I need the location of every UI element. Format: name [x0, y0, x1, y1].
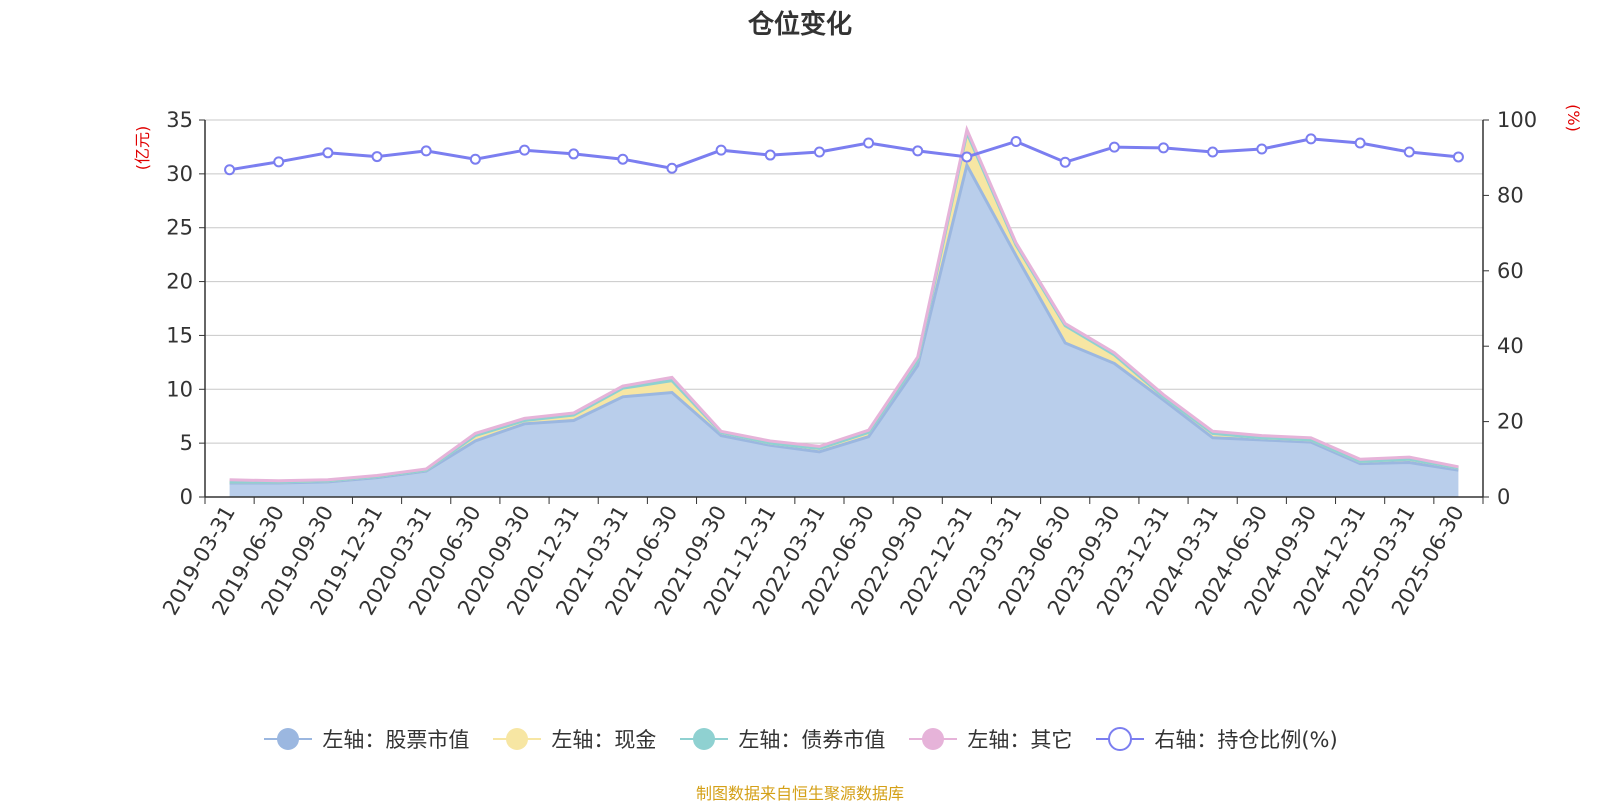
- left-axis-tick-label: 0: [180, 485, 193, 509]
- axes: 051015202530350204060801002019-03-312019…: [158, 108, 1537, 619]
- ratio-point: [863, 137, 875, 149]
- left-axis-tick-label: 30: [166, 162, 193, 186]
- legend-item-cash[interactable]: 左轴：现金: [491, 724, 656, 754]
- chart-legend: 左轴：股票市值 左轴：现金 左轴：债券市值 左轴：其它 右轴：持仓比例(%): [0, 722, 1600, 756]
- right-axis-tick-label: 80: [1497, 183, 1524, 207]
- right-axis-unit-label: (%): [1564, 104, 1583, 132]
- ratio-point: [666, 162, 678, 174]
- ratio-point: [1354, 137, 1366, 149]
- ratio-point: [224, 164, 236, 176]
- left-axis-tick-label: 5: [180, 431, 193, 455]
- ratio-point: [1256, 143, 1268, 155]
- ratio-point: [273, 156, 285, 168]
- area-edge-左轴：其它: [229, 124, 1459, 483]
- ratio-line: [224, 133, 1464, 176]
- ratio-point: [1059, 156, 1071, 168]
- ratio-point: [912, 145, 924, 157]
- ratio-point: [469, 153, 481, 165]
- ratio-point: [371, 151, 383, 163]
- stacked-areas: [229, 124, 1459, 497]
- data-source-note: 制图数据来自恒生聚源数据库: [695, 784, 904, 803]
- area-左轴：债券市值: [229, 132, 1459, 482]
- right-axis-tick-label: 20: [1497, 410, 1524, 434]
- ratio-point: [1158, 142, 1169, 154]
- left-axis-tick-label: 20: [166, 270, 193, 294]
- ratio-line-path: [229, 137, 1459, 172]
- right-axis-tick-label: 100: [1497, 108, 1537, 132]
- right-axis-tick-label: 40: [1497, 334, 1524, 358]
- ratio-point: [1305, 133, 1317, 145]
- ratio-point: [420, 145, 432, 157]
- legend-item-other[interactable]: 左轴：其它: [907, 724, 1072, 754]
- area-左轴：股票市值: [229, 165, 1459, 497]
- legend-marker-cash: [493, 728, 542, 750]
- ratio-point: [1010, 135, 1022, 147]
- legend-label-cash: 左轴：现金: [551, 728, 657, 752]
- legend-label-ratio: 右轴：持仓比例(%): [1154, 728, 1338, 752]
- chart-title: 仓位变化: [747, 10, 852, 40]
- legend-item-stock[interactable]: 左轴：股票市值: [262, 724, 469, 754]
- ratio-point: [568, 148, 580, 160]
- legend-label-bond: 左轴：债券市值: [738, 728, 886, 752]
- ratio-point: [519, 144, 530, 156]
- left-axis-tick-label: 10: [166, 377, 193, 401]
- ratio-point: [617, 153, 629, 165]
- ratio-point: [764, 149, 776, 161]
- legend-marker-stock: [264, 728, 313, 750]
- ratio-point: [1403, 146, 1415, 158]
- ratio-point: [322, 147, 334, 159]
- ratio-point: [961, 151, 973, 163]
- left-axis-tick-label: 35: [166, 108, 193, 132]
- legend-marker-bond: [680, 728, 729, 750]
- left-axis-unit-label: (亿元): [133, 126, 152, 171]
- ratio-point: [1452, 151, 1464, 163]
- area-左轴：其它: [229, 129, 1459, 482]
- ratio-point: [813, 146, 825, 158]
- right-axis-tick-label: 60: [1497, 259, 1524, 283]
- area-edge-左轴：现金: [229, 128, 1459, 484]
- position-chart: 051015202530350204060801002019-03-312019…: [133, 104, 1583, 619]
- legend-item-bond[interactable]: 左轴：债券市值: [678, 724, 885, 754]
- grid-lines: [205, 119, 1483, 444]
- area-edge-左轴：债券市值: [229, 128, 1459, 484]
- legend-item-ratio[interactable]: 右轴：持仓比例(%): [1094, 724, 1338, 754]
- legend-marker-ratio: [1096, 727, 1145, 751]
- area-左轴：现金: [229, 132, 1459, 483]
- left-axis-tick-label: 25: [166, 216, 193, 240]
- ratio-point: [1108, 141, 1120, 153]
- legend-label-stock: 左轴：股票市值: [322, 728, 470, 752]
- left-axis-tick-label: 15: [166, 323, 193, 347]
- right-axis-tick-label: 0: [1497, 485, 1510, 509]
- ratio-point: [715, 144, 727, 156]
- legend-marker-other: [909, 728, 958, 750]
- legend-label-other: 左轴：其它: [967, 728, 1073, 752]
- ratio-point: [1207, 146, 1219, 158]
